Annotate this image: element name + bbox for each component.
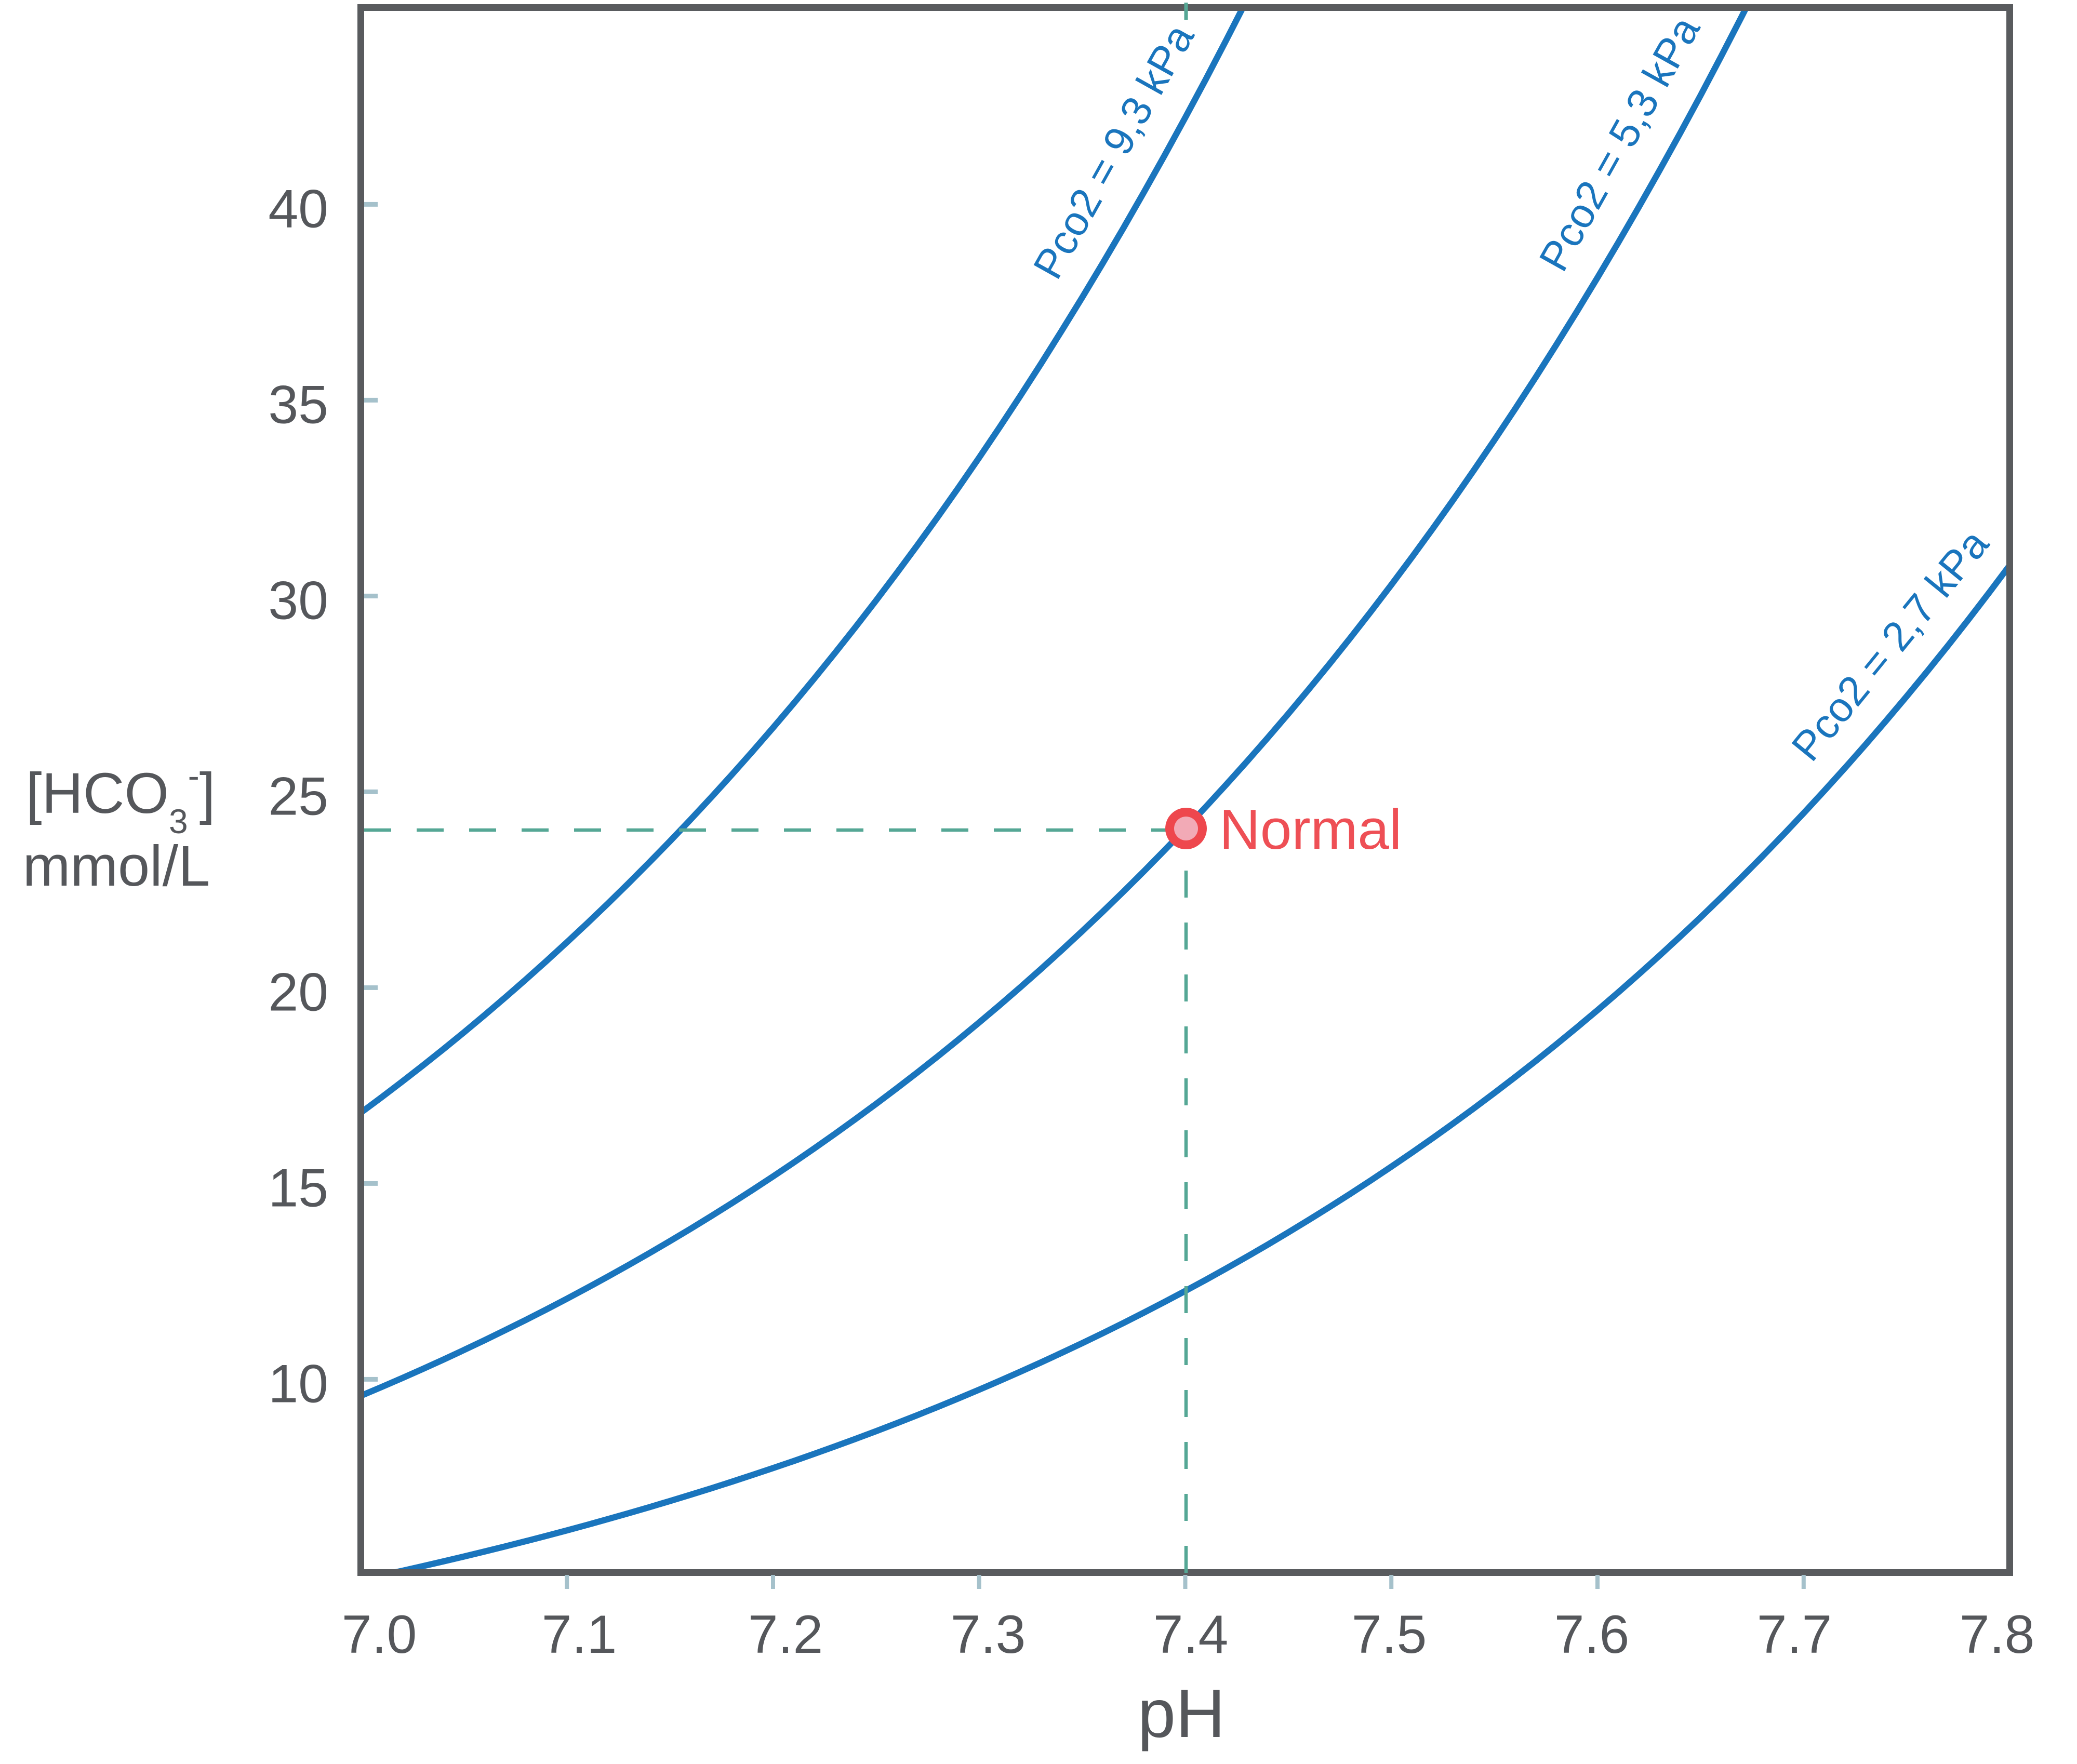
svg-text:7.5: 7.5 <box>1352 1605 1427 1665</box>
svg-text:7.7: 7.7 <box>1757 1605 1832 1665</box>
svg-text:7.3: 7.3 <box>951 1605 1026 1665</box>
svg-text:7.6: 7.6 <box>1554 1605 1630 1665</box>
svg-text:7.2: 7.2 <box>748 1605 823 1665</box>
svg-text:mmol/L: mmol/L <box>23 834 210 898</box>
svg-text:7.8: 7.8 <box>1960 1605 2035 1665</box>
svg-text:20: 20 <box>268 962 328 1022</box>
svg-text:15: 15 <box>268 1158 328 1218</box>
svg-text:40: 40 <box>268 179 328 239</box>
svg-text:10: 10 <box>268 1354 328 1414</box>
svg-text:35: 35 <box>268 375 328 435</box>
svg-text:30: 30 <box>268 570 328 631</box>
svg-text:25: 25 <box>268 766 328 826</box>
svg-text:pH: pH <box>1138 1675 1226 1752</box>
svg-text:7.0: 7.0 <box>342 1605 417 1665</box>
svg-text:Normal: Normal <box>1219 798 1402 861</box>
svg-text:7.1: 7.1 <box>542 1605 617 1665</box>
svg-text:7.4: 7.4 <box>1153 1605 1229 1665</box>
